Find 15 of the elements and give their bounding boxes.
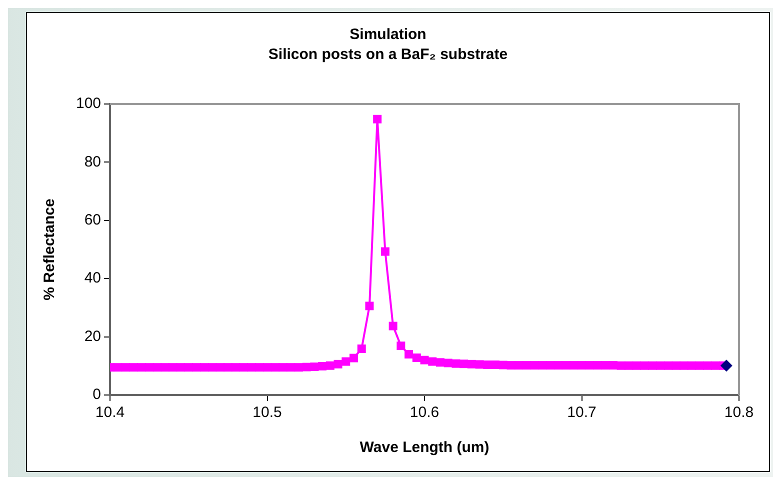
x-tick-label: 10.6: [410, 404, 440, 422]
chart-subtitle: Silicon posts on a BaF₂ substrate: [268, 46, 508, 64]
x-tick-label: 10.4: [95, 404, 125, 422]
y-tick-label: 100: [76, 95, 102, 112]
x-tick-label: 10.8: [724, 404, 754, 422]
x-tick-label: 10.5: [252, 404, 282, 422]
y-tick-label: 60: [84, 212, 102, 229]
y-tick-label: 80: [84, 153, 102, 170]
y-tick-label: 20: [84, 328, 102, 345]
y-tick-label: 40: [84, 270, 102, 287]
y-axis-title: % Reflectance: [41, 198, 58, 300]
y-tick-label: 0: [92, 386, 102, 404]
x-tick-label: 10.7: [567, 404, 596, 422]
chart-title: Simulation: [350, 26, 426, 44]
x-axis-title: Wave Length (um): [360, 439, 490, 456]
